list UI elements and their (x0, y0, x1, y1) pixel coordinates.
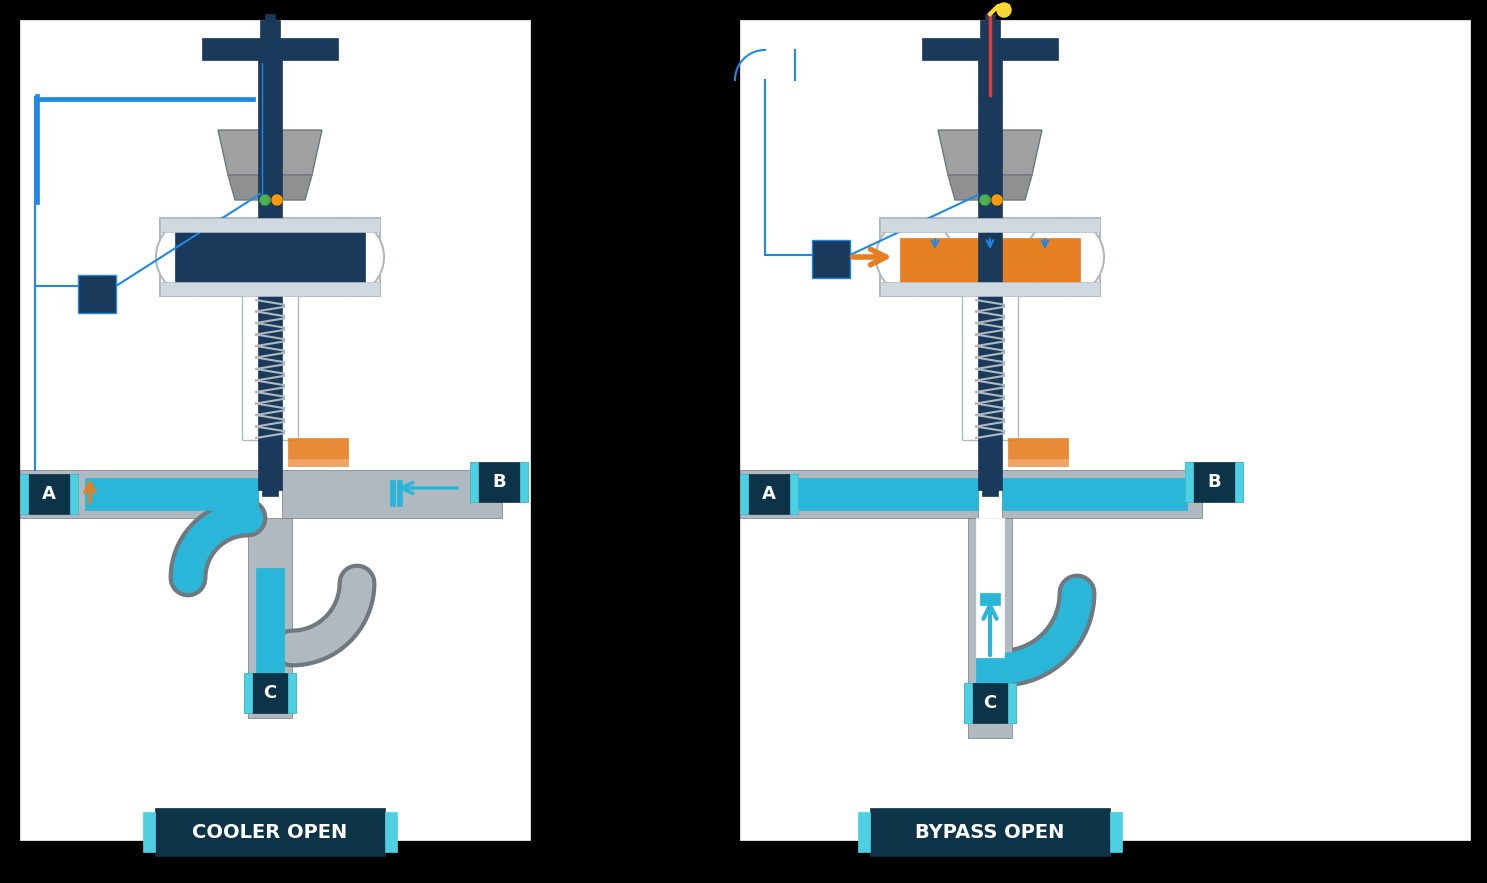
Bar (975, 658, 1004, 718)
Circle shape (876, 218, 955, 296)
Bar (244, 673, 296, 713)
Circle shape (306, 218, 384, 296)
Bar (283, 470, 503, 518)
Bar (962, 295, 1019, 440)
Polygon shape (228, 175, 312, 200)
Bar (984, 14, 995, 44)
Bar (975, 518, 1004, 658)
Bar (259, 60, 283, 490)
Circle shape (992, 195, 1002, 205)
Bar (741, 474, 748, 514)
Bar (256, 568, 284, 688)
Bar (161, 282, 381, 296)
Bar (981, 296, 998, 496)
Circle shape (260, 195, 271, 205)
Bar (397, 480, 401, 506)
Bar (470, 462, 477, 502)
Bar (242, 295, 297, 440)
Circle shape (980, 195, 990, 205)
Text: COOLER OPEN: COOLER OPEN (192, 822, 348, 841)
Text: C: C (263, 684, 277, 702)
Bar (288, 458, 348, 466)
Bar (265, 14, 275, 44)
Bar (1008, 458, 1068, 466)
Bar (880, 282, 1100, 296)
Bar (741, 470, 978, 518)
Text: B: B (492, 473, 506, 491)
Bar (202, 38, 338, 60)
Circle shape (156, 218, 233, 296)
Polygon shape (949, 175, 1032, 200)
Polygon shape (938, 130, 1042, 175)
Bar (1185, 462, 1243, 502)
Bar (980, 20, 999, 62)
Bar (812, 240, 851, 278)
Bar (385, 812, 397, 852)
Bar (155, 808, 385, 856)
Bar (161, 218, 381, 296)
Bar (880, 218, 1100, 296)
Bar (741, 20, 1471, 840)
Bar (70, 474, 77, 514)
Bar (1008, 683, 1016, 723)
Circle shape (272, 195, 283, 205)
Text: C: C (983, 694, 996, 712)
Bar (922, 38, 1057, 60)
Bar (19, 470, 259, 518)
Bar (858, 812, 870, 852)
Bar (36, 97, 254, 101)
Bar (964, 683, 1016, 723)
Bar (1236, 462, 1243, 502)
Bar (1008, 438, 1068, 458)
Bar (900, 238, 1080, 282)
Bar (390, 480, 396, 506)
Polygon shape (219, 130, 323, 175)
Text: A: A (42, 485, 57, 503)
Bar (870, 808, 1109, 856)
Bar (1002, 470, 1201, 518)
Bar (470, 462, 528, 502)
Bar (880, 218, 1100, 232)
Bar (19, 474, 77, 514)
Text: B: B (1207, 473, 1221, 491)
Bar (36, 94, 39, 204)
Bar (260, 20, 280, 62)
Bar (799, 478, 978, 510)
Circle shape (996, 3, 1011, 17)
Bar (85, 478, 259, 510)
Text: BYPASS OPEN: BYPASS OPEN (916, 822, 1065, 841)
Bar (244, 673, 251, 713)
Bar (741, 474, 799, 514)
Bar (143, 812, 155, 852)
Bar (288, 438, 348, 458)
Circle shape (1026, 218, 1103, 296)
Bar (964, 683, 972, 723)
Bar (520, 462, 528, 502)
Bar (1109, 812, 1123, 852)
Bar (19, 474, 28, 514)
Bar (262, 296, 278, 496)
Bar (175, 232, 364, 282)
Bar (968, 518, 1013, 738)
Bar (978, 60, 1002, 490)
Text: A: A (761, 485, 776, 503)
Bar (161, 218, 381, 232)
Bar (790, 474, 799, 514)
Bar (1002, 478, 1187, 510)
Bar (248, 518, 291, 718)
Bar (77, 275, 116, 313)
Bar (288, 673, 296, 713)
Bar (1185, 462, 1193, 502)
Bar (19, 20, 529, 840)
Bar (980, 593, 999, 605)
